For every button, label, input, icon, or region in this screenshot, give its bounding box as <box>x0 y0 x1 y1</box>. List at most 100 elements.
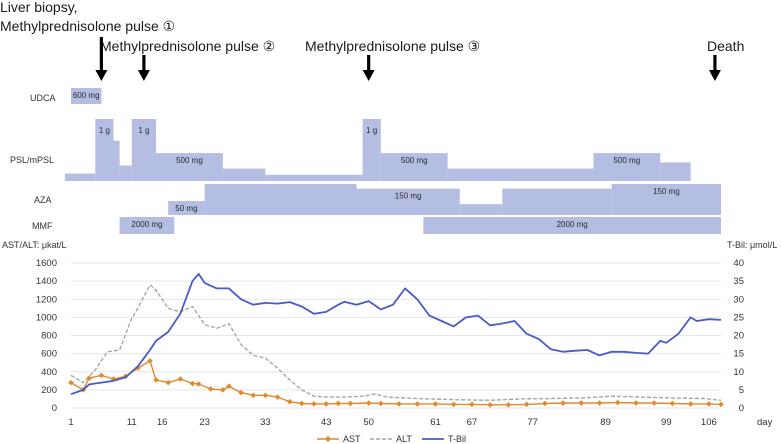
psl-dose-label: 500 mg <box>176 156 203 165</box>
ast-point <box>396 401 402 407</box>
ast-point <box>226 383 232 390</box>
gridlines <box>71 262 721 409</box>
y-left-tick-label: 0 <box>52 403 57 414</box>
psl-dose-label: 1 g <box>138 126 149 135</box>
psl-dose-bar <box>156 153 223 181</box>
ast-point <box>86 375 93 381</box>
psl-dose-label: 500 mg <box>613 156 640 165</box>
mmf-dose-label: 2000 mg <box>557 220 588 229</box>
y-left-tick-label: 600 <box>41 349 57 360</box>
series-tbil-line <box>70 272 722 396</box>
x-tick-label: 89 <box>600 417 611 428</box>
ast-point <box>68 379 74 386</box>
y-left-tick-label: 200 <box>41 385 57 396</box>
right-y-ticks: 0 5 10 15 20 25 30 35 40 <box>733 258 744 414</box>
ast-point <box>542 400 548 407</box>
mmf-dose-bar <box>423 217 721 234</box>
ast-point <box>250 392 257 399</box>
legend-alt-label: ALT <box>396 434 412 444</box>
x-tick-label: 67 <box>467 417 478 428</box>
ast-point <box>718 401 724 408</box>
y-right-tick-label: 35 <box>733 276 744 287</box>
ast-point <box>335 400 342 407</box>
ast-point <box>706 401 712 407</box>
event-arrow-head <box>362 70 375 81</box>
psl-bars: 1 g 1 g 500 mg 1 g 500 mg 500 mg <box>64 119 691 181</box>
aza-dose-label: 50 mg <box>175 204 197 213</box>
y-left-tick-label: 400 <box>41 367 57 378</box>
psl-dose-bar <box>362 119 381 181</box>
psl-dose-bar <box>380 153 448 181</box>
x-tick-label: 1 <box>68 417 73 428</box>
ast-point <box>274 394 281 400</box>
aza-dose-bar <box>502 188 612 215</box>
y-left-tick-label: 1200 <box>36 294 57 305</box>
udca-dose-bar <box>71 88 102 104</box>
psl-dose-bar <box>222 168 266 181</box>
ast-point <box>578 400 585 406</box>
ast-point <box>153 377 159 383</box>
psl-dose-bar <box>660 162 691 181</box>
aza-row-label: AZA <box>34 195 52 205</box>
event-arrow-head <box>95 70 108 81</box>
ast-point <box>450 401 457 408</box>
ast-point <box>323 401 329 407</box>
aza-dose-label: 150 mg <box>395 192 422 201</box>
ast-point <box>165 379 171 386</box>
ast-point <box>311 401 317 407</box>
x-tick-label: 23 <box>199 417 210 428</box>
ast-point <box>432 401 439 407</box>
left-axis-title: AST/ALT: μkat/L <box>2 240 67 250</box>
aza-dose-bar <box>204 184 357 215</box>
ast-point <box>633 400 639 406</box>
ast-point <box>651 400 657 406</box>
y-right-tick-label: 15 <box>733 349 744 360</box>
y-left-tick-label: 1400 <box>36 276 57 287</box>
ast-point <box>347 400 354 407</box>
aza-dose-label: 150 mg <box>653 187 680 196</box>
ast-point <box>177 376 184 382</box>
ast-point <box>505 402 512 408</box>
aza-dose-bar <box>356 188 460 215</box>
udca-row-label: UDCA <box>30 93 56 103</box>
x-tick-label: 33 <box>260 417 271 428</box>
ast-point <box>189 380 196 387</box>
y-right-tick-label: 0 <box>739 403 744 414</box>
event-annotations: Liver biopsy, Methylprednisolone pulse ①… <box>0 0 744 81</box>
x-tick-label: 50 <box>363 417 374 428</box>
legend-ast-marker <box>325 436 331 442</box>
psl-dose-bar <box>131 119 157 181</box>
y-left-tick-label: 1000 <box>36 312 57 323</box>
ast-point <box>414 401 421 407</box>
psl-dose-label: 500 mg <box>401 156 428 165</box>
event4-label: Death <box>707 38 744 54</box>
psl-dose-bar <box>64 173 96 181</box>
ast-point <box>220 387 226 393</box>
ast-point <box>669 400 676 407</box>
event-arrows <box>95 37 721 81</box>
y-right-tick-label: 10 <box>733 367 744 378</box>
psl-dose-bar <box>119 165 132 181</box>
ast-point <box>365 400 372 406</box>
mmf-row-label: MMF <box>32 221 53 231</box>
event1-label-line2: Methylprednisolone pulse ① <box>0 18 175 34</box>
y-right-tick-label: 25 <box>733 312 744 323</box>
ast-point <box>523 401 530 408</box>
y-right-tick-label: 40 <box>733 258 744 269</box>
ast-point <box>596 400 603 406</box>
ast-point <box>487 402 493 408</box>
event-arrow-head <box>708 70 721 81</box>
x-tick-label: 16 <box>157 417 168 428</box>
udca-dose-label: 600 mg <box>73 91 100 100</box>
event2-label: Methylprednisolone pulse ② <box>100 38 275 54</box>
ast-point <box>687 401 694 407</box>
y-right-tick-label: 30 <box>733 294 744 305</box>
event3-label: Methylprednisolone pulse ③ <box>305 38 480 54</box>
aza-bars: 50 mg 150 mg 150 mg <box>168 184 721 215</box>
y-right-tick-label: 5 <box>739 385 744 396</box>
y-left-tick-label: 1600 <box>36 258 57 269</box>
right-axis-title: T-Bil: μmol/L <box>727 240 777 250</box>
mmf-dose-label: 2000 mg <box>131 220 162 229</box>
y-left-tick-label: 800 <box>41 331 57 342</box>
lab-chart: AST/ALT: μkat/L T-Bil: μmol/L day 020040… <box>2 240 777 428</box>
